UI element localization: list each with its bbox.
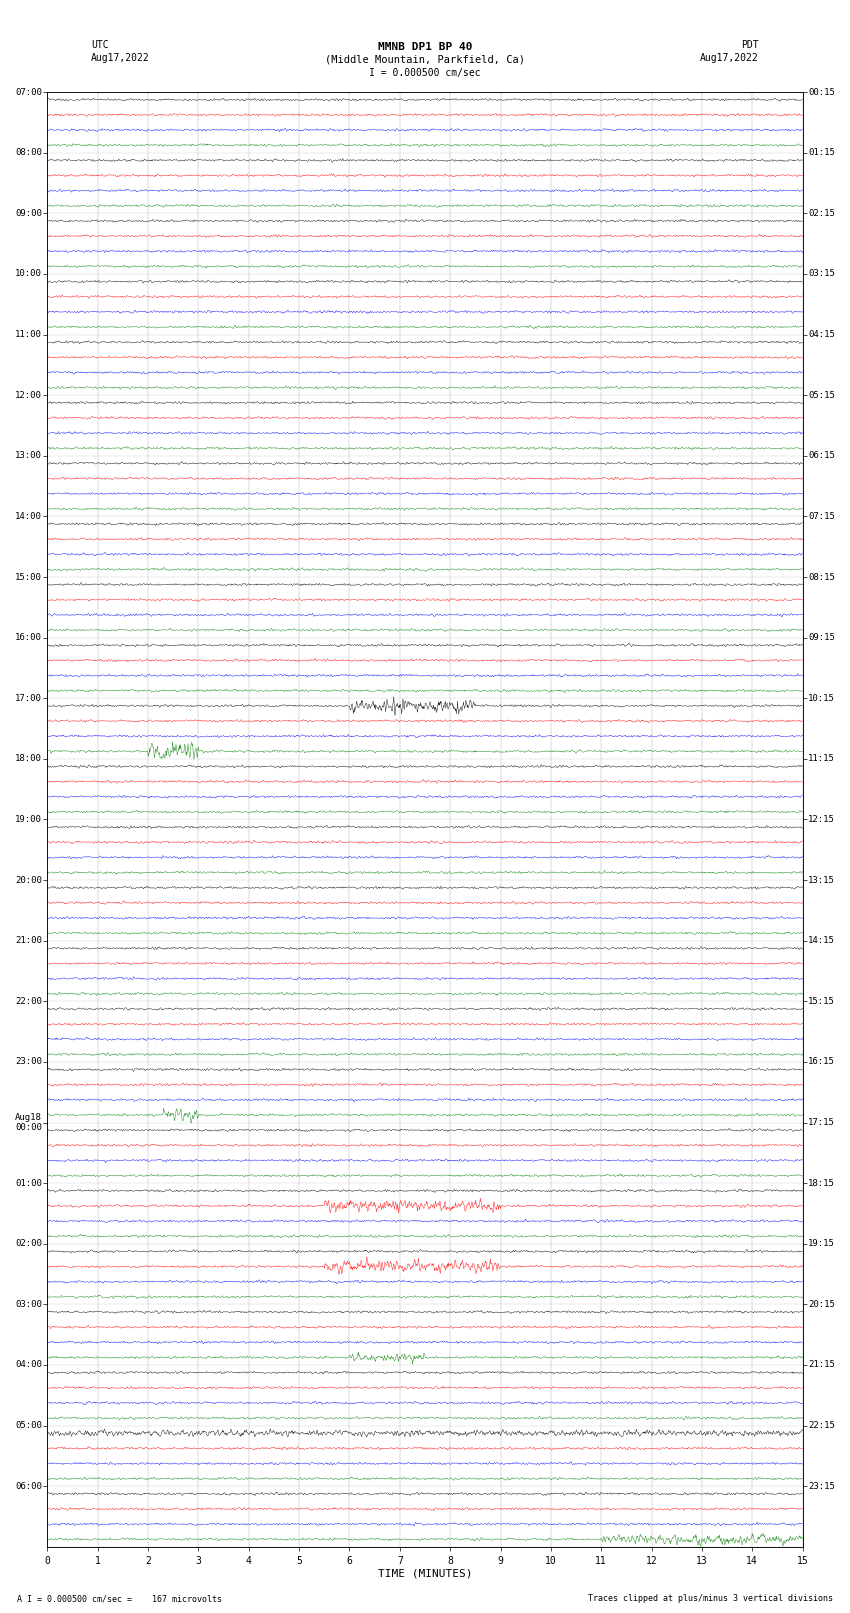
Text: UTC: UTC: [91, 40, 109, 50]
Text: Traces clipped at plus/minus 3 vertical divisions: Traces clipped at plus/minus 3 vertical …: [588, 1594, 833, 1603]
Text: I = 0.000500 cm/sec: I = 0.000500 cm/sec: [369, 68, 481, 77]
Text: Aug17,2022: Aug17,2022: [91, 53, 150, 63]
Text: (Middle Mountain, Parkfield, Ca): (Middle Mountain, Parkfield, Ca): [325, 55, 525, 65]
Text: PDT: PDT: [741, 40, 759, 50]
Text: MMNB DP1 BP 40: MMNB DP1 BP 40: [377, 42, 473, 52]
Text: Aug17,2022: Aug17,2022: [700, 53, 759, 63]
Text: A I = 0.000500 cm/sec =    167 microvolts: A I = 0.000500 cm/sec = 167 microvolts: [17, 1594, 222, 1603]
X-axis label: TIME (MINUTES): TIME (MINUTES): [377, 1569, 473, 1579]
